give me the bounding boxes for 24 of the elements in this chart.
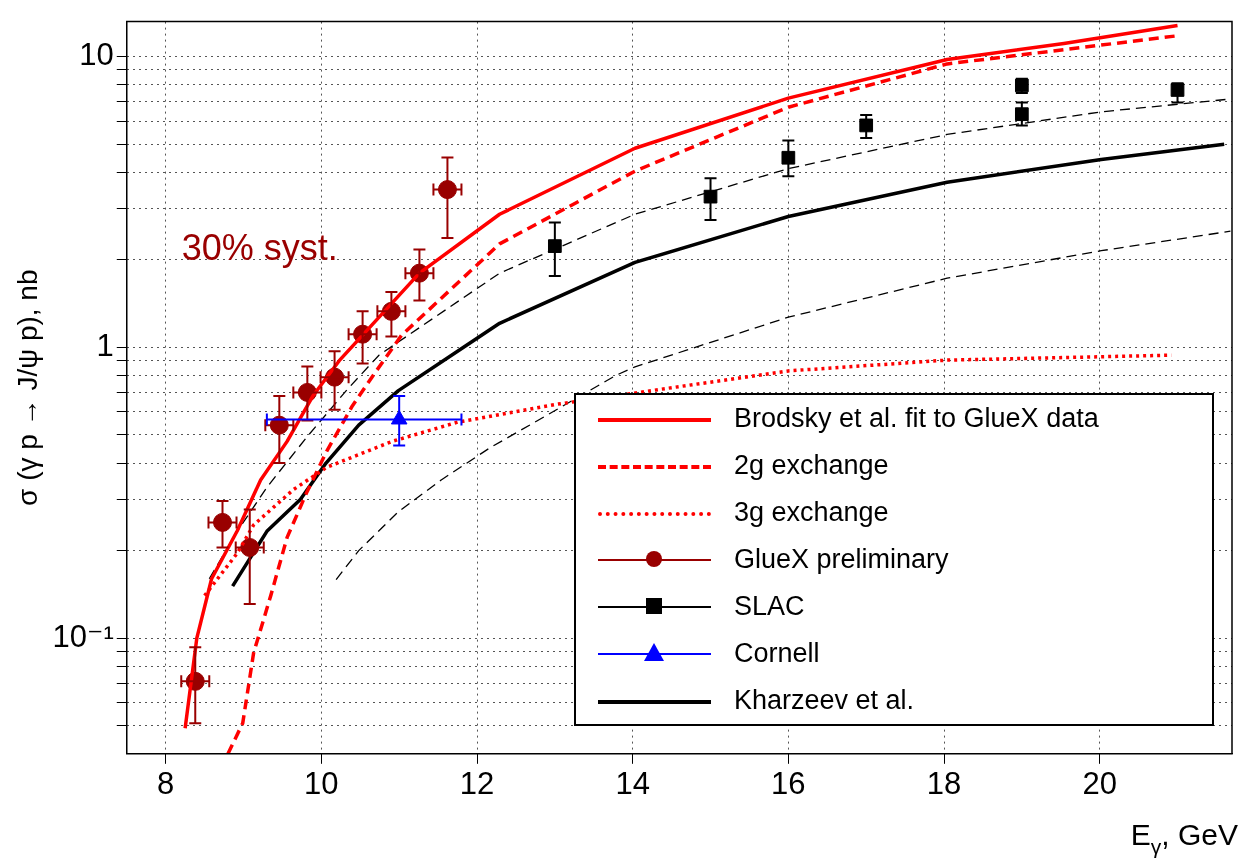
y-tick-label: 10 bbox=[79, 37, 114, 73]
x-tick-label: 18 bbox=[926, 765, 962, 801]
legend-label: Brodsky et al. fit to GlueX data bbox=[734, 401, 1099, 435]
point bbox=[1014, 107, 1029, 122]
point bbox=[547, 239, 562, 253]
point bbox=[859, 118, 874, 133]
x-tick-label: 8 bbox=[157, 765, 175, 801]
legend-label: SLAC bbox=[734, 589, 805, 623]
x-tick-label: 12 bbox=[459, 765, 495, 801]
legend-label: 2g exchange bbox=[734, 448, 889, 482]
x-tick-label: 20 bbox=[1082, 765, 1117, 801]
annotation: 30% syst. bbox=[181, 226, 338, 268]
x-tick-label: 14 bbox=[615, 765, 650, 801]
y-tick-label: 10⁻¹ bbox=[52, 618, 114, 654]
legend-label: GlueX preliminary bbox=[734, 542, 949, 576]
x-tick-label: 10 bbox=[304, 765, 339, 801]
x-tick-label: 16 bbox=[771, 765, 806, 801]
point bbox=[781, 150, 796, 165]
y-tick-label: 1 bbox=[96, 327, 114, 363]
legend-label: Kharzeev et al. bbox=[734, 683, 915, 717]
legend-label: 3g exchange bbox=[734, 495, 889, 529]
point bbox=[703, 189, 718, 204]
legend-label: Cornell bbox=[734, 636, 820, 670]
y-axis-title: σ (γ p → J/ψ p), nb bbox=[11, 269, 43, 506]
